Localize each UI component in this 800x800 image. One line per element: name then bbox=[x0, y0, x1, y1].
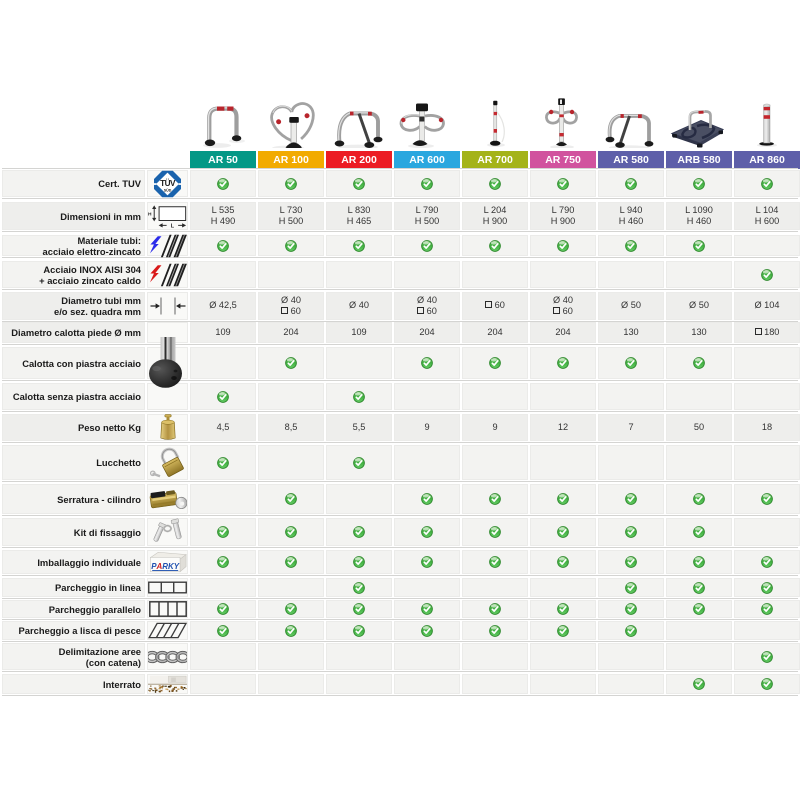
svg-text:SÜD: SÜD bbox=[164, 187, 172, 192]
svg-text:H: H bbox=[148, 211, 152, 217]
svg-text:PARKY: PARKY bbox=[151, 562, 180, 571]
svg-text:TÜV: TÜV bbox=[160, 178, 176, 188]
svg-text:L: L bbox=[171, 223, 175, 229]
